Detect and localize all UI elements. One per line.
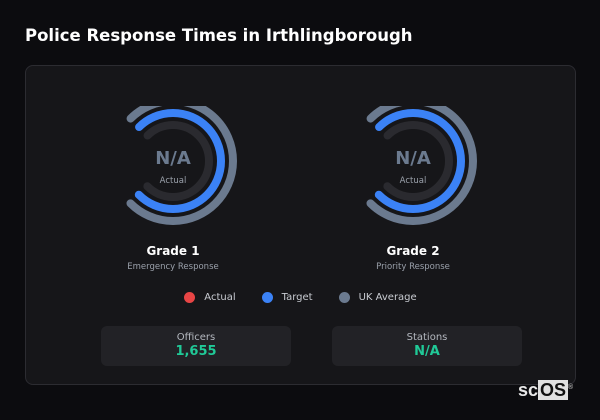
stat-label: Stations [406, 332, 448, 343]
gauge-description: Emergency Response [127, 262, 219, 272]
stat-officers: Officers 1,655 [101, 326, 291, 366]
legend: Actual Target UK Average [26, 292, 575, 303]
uk-average-ring [349, 106, 477, 225]
legend-dot-icon [184, 292, 196, 303]
actual-track [373, 121, 453, 201]
legend-dot-icon [338, 292, 350, 303]
gauge-grade-1: N/A Actual Grade 1 Emergency Response [103, 106, 243, 296]
stat-stations: Stations N/A [332, 326, 522, 366]
stat-value: N/A [414, 344, 440, 359]
legend-label: UK Average [358, 292, 417, 303]
gauge-value: N/A [395, 148, 431, 169]
gauge-value: N/A [155, 148, 191, 169]
actual-track [133, 121, 213, 201]
logo-text: sc [518, 380, 539, 400]
gauge-grade-2: N/A Actual Grade 2 Priority Response [343, 106, 483, 296]
response-card: N/A Actual Grade 1 Emergency Response N/… [25, 65, 576, 385]
gauge-sublabel: Actual [399, 176, 427, 186]
uk-average-ring [108, 106, 237, 225]
target-ring [121, 109, 225, 213]
logo-text: OS [538, 380, 569, 400]
gauge-description: Priority Response [376, 262, 450, 272]
gauge-rings [349, 106, 477, 225]
stat-value: 1,655 [175, 344, 217, 359]
legend-item-uk-average: UK Average [338, 292, 417, 303]
logo-mark: ® [568, 384, 574, 391]
legend-dot-icon [261, 292, 273, 303]
gauge-name: Grade 2 [386, 244, 440, 258]
legend-item-target: Target [261, 292, 313, 303]
legend-item-actual: Actual [184, 292, 236, 303]
legend-label: Target [281, 292, 313, 303]
gauge-name: Grade 1 [146, 244, 200, 258]
stat-label: Officers [176, 332, 216, 343]
gauge-rings [108, 106, 237, 225]
page-title: Police Response Times in Irthlingborough [25, 26, 413, 45]
scos-logo: sc OS ® [518, 380, 573, 401]
legend-label: Actual [204, 292, 236, 303]
target-ring [361, 109, 465, 213]
gauge-sublabel: Actual [159, 176, 187, 186]
